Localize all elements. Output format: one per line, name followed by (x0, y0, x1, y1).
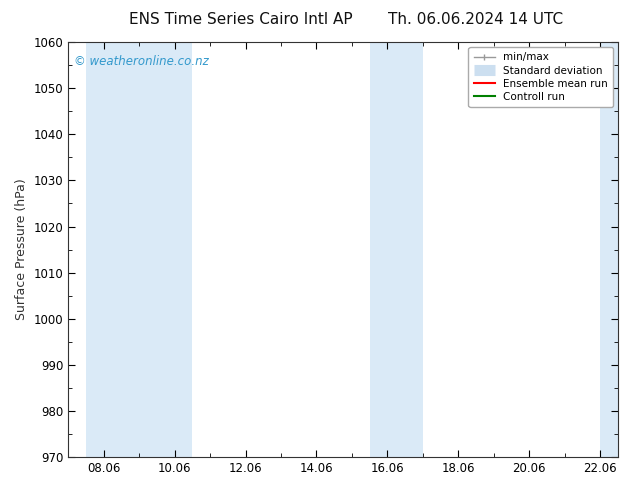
Text: ENS Time Series Cairo Intl AP: ENS Time Series Cairo Intl AP (129, 12, 353, 27)
Bar (370, 42, 423, 457)
Bar (86, 42, 192, 457)
Legend: min/max, Standard deviation, Ensemble mean run, Controll run: min/max, Standard deviation, Ensemble me… (469, 47, 613, 107)
Bar (600, 42, 618, 457)
Text: Th. 06.06.2024 14 UTC: Th. 06.06.2024 14 UTC (388, 12, 563, 27)
Text: © weatheronline.co.nz: © weatheronline.co.nz (74, 54, 209, 68)
Y-axis label: Surface Pressure (hPa): Surface Pressure (hPa) (15, 179, 28, 320)
